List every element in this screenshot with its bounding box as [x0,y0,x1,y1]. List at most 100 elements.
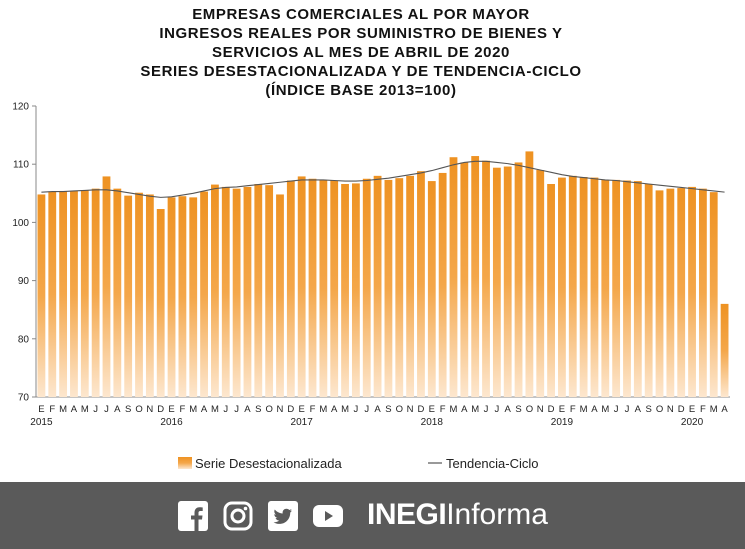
bar [677,188,686,397]
bar [297,176,306,397]
bar [449,157,458,397]
year-label: 2020 [681,417,704,428]
bar [460,162,469,397]
y-tick-label: 70 [18,393,30,404]
instagram-icon[interactable] [223,501,253,531]
bar [644,183,653,397]
bar [666,188,675,397]
x-tick-label: M [471,404,479,415]
bar [362,178,371,397]
x-tick-label: A [591,404,598,415]
year-label: 2016 [160,417,183,428]
bar [688,186,696,397]
bar [124,195,133,397]
youtube-icon[interactable] [313,501,343,531]
bar [633,181,642,397]
bar [601,179,610,397]
x-tick-label: M [450,404,458,415]
x-tick-label: E [38,404,44,415]
x-tick-label: D [678,404,685,415]
x-tick-label: F [310,404,316,415]
bar [276,194,284,397]
bar [623,180,631,397]
x-tick-label: F [179,404,185,415]
bar [406,175,415,397]
bar [351,183,360,397]
x-tick-label: F [700,404,706,415]
title-line-2: INGRESOS REALES POR SUMINISTRO DE BIENES… [159,25,562,42]
x-tick-label: S [385,404,391,415]
bar [167,197,176,397]
inegi-informa-logo: INEGIInforma [367,495,548,535]
x-tick-label: E [298,404,304,415]
x-tick-label: J [354,404,359,415]
bar [145,194,154,397]
chart-title: EMPRESAS COMERCIALES AL POR MAYOR INGRES… [140,6,581,99]
bar [286,180,295,397]
facebook-icon[interactable] [178,501,208,531]
bar [492,167,501,397]
year-label: 2019 [551,417,574,428]
bar [568,175,577,397]
bar [720,303,729,397]
title-line-4: SERIES DESESTACIONALIZADA Y DE TENDENCIA… [140,63,581,80]
x-tick-label: M [601,404,609,415]
x-tick-label: A [635,404,642,415]
x-tick-label: O [656,404,663,415]
bar [80,190,89,397]
bar [395,178,404,397]
x-tick-label: J [234,404,239,415]
x-tick-label: M [211,404,219,415]
x-tick-label: M [580,404,588,415]
bar [525,151,534,397]
x-tick-label: N [146,404,153,415]
bar [330,180,339,397]
x-tick-label: N [667,404,674,415]
x-tick-label: A [505,404,512,415]
bar [438,172,447,397]
bar [417,171,425,397]
bar [558,177,566,397]
bar [156,209,165,397]
x-tick-label: N [407,404,414,415]
chart: EMPRESAS COMERCIALES AL POR MAYOR INGRES… [12,6,730,471]
x-tick-label: N [277,404,284,415]
x-axis-year-labels: 2015 2016 2017 2018 2019 2020 [30,417,703,428]
x-tick-label: M [81,404,89,415]
x-tick-label: O [135,404,142,415]
trend-series [41,160,725,198]
x-tick-label: J [614,404,619,415]
bar [612,179,621,397]
bar [514,162,523,397]
bar [471,156,480,397]
x-tick-label: J [494,404,499,415]
x-tick-label: S [515,404,521,415]
bar [91,188,100,397]
x-tick-label: A [114,404,121,415]
x-tick-label: M [341,404,349,415]
bar [579,177,588,397]
x-tick-label: D [418,404,425,415]
x-tick-label: O [396,404,403,415]
x-tick-label: A [331,404,338,415]
bar [221,186,230,397]
x-tick-label: M [59,404,67,415]
y-tick-label: 120 [12,102,29,113]
bar [698,188,707,397]
bar [232,188,241,397]
bar [427,181,436,397]
title-line-3: SERVICIOS AL MES DE ABRIL DE 2020 [212,44,510,61]
x-tick-label: N [537,404,544,415]
trend-line [41,160,725,198]
y-tick-label: 80 [18,334,30,345]
x-tick-label: J [223,404,228,415]
bar [113,188,122,397]
x-tick-label: A [71,404,78,415]
twitter-icon[interactable] [268,501,298,531]
bar [135,192,143,397]
legend-label-line: Tendencia-Ciclo [446,456,539,471]
bar [243,186,252,397]
x-tick-label: A [201,404,208,415]
